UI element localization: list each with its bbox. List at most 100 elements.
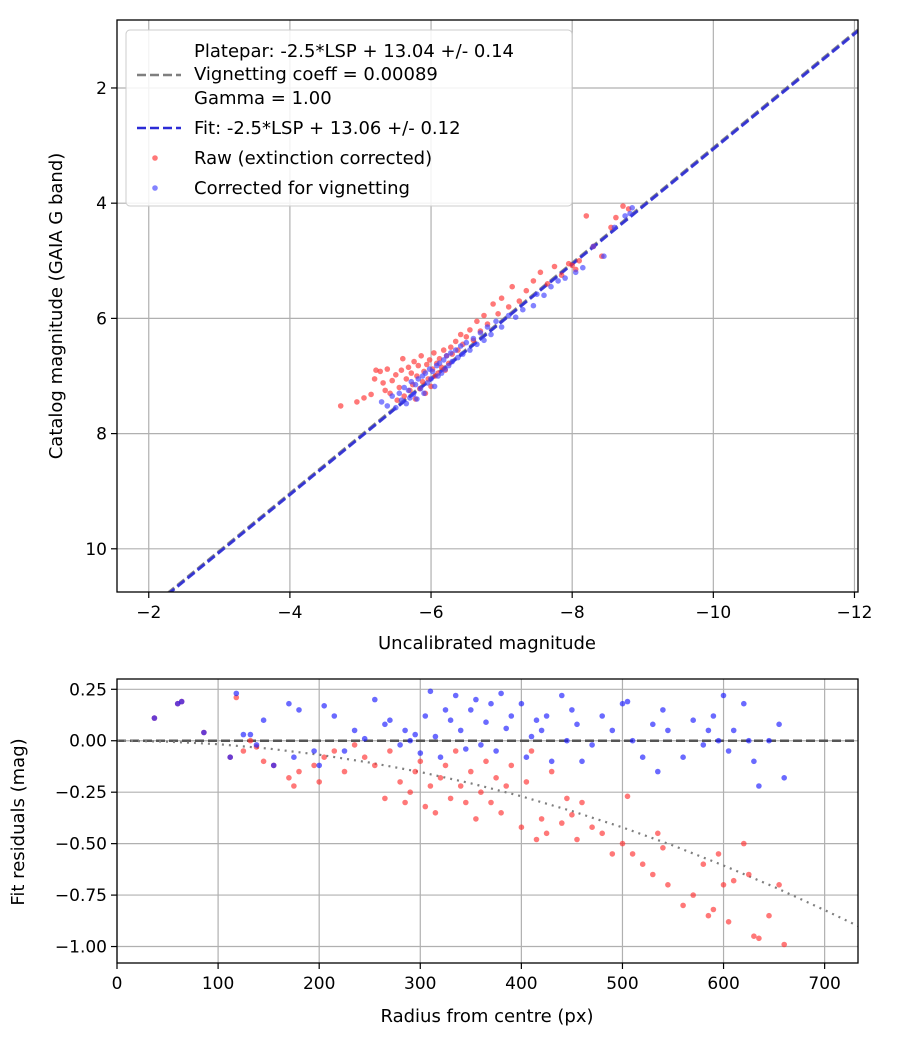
calibration-raw-point [337,403,344,409]
residuals-raw-point [432,810,439,816]
residuals-corrected-point [574,721,580,728]
calibration-raw-point [551,263,558,270]
residuals-raw-point [247,737,254,744]
residuals-corrected-point [311,748,317,754]
residuals-corrected-point [351,727,358,734]
calibration-raw-point [583,213,590,219]
calibration-corrected-point [422,370,429,376]
residuals-raw-point [564,795,570,802]
calibration-y-axis-label: Catalog magnitude (GAIA G band) [46,153,67,460]
calibration-raw-point [380,380,386,386]
residuals-plot-frame [116,678,859,964]
residuals-raw-point [589,824,595,830]
calibration-raw-point [530,278,537,284]
residuals-corrected-point [650,721,656,728]
residuals-raw-point [533,836,540,843]
calibration-corrected-point [421,390,427,397]
calibration-raw-point [576,258,582,264]
calibration-y-tick-label: 10 [85,540,107,560]
calibration-corrected-point [484,324,491,330]
calibration-corrected-point [440,357,447,363]
calibration-corrected-point [398,397,405,404]
legend-entry-vignetting: Vignetting coeff = 0.00089 [194,64,438,85]
calibration-y-tick-label: 2 [96,79,107,99]
residuals-corrected-point [321,703,328,709]
legend-entry-raw: Raw (extinction corrected) [194,148,432,169]
residuals-corrected-point [503,725,510,732]
residuals-corrected-point [680,754,686,760]
residuals-corrected-point [412,731,419,738]
calibration-corrected-point [498,324,505,330]
residuals-corrected-point [382,721,388,728]
residuals-corrected-point [751,758,757,765]
residuals-corrected-point [523,754,530,760]
residuals-corrected-point [665,727,671,734]
residuals-y-tick-label: 0.00 [69,732,107,752]
residuals-corrected-point [341,748,348,754]
residuals-y-tick-label: −0.25 [55,783,107,803]
residuals-raw-point [776,882,782,888]
residuals-corrected-point [569,707,575,713]
residuals-corrected-point [538,727,545,734]
calibration-points [337,203,635,411]
residuals-corrected-point [619,700,626,707]
residuals-raw-point [316,779,323,785]
residuals-x-tick-label: 300 [404,974,436,994]
residuals-raw-point [629,851,636,857]
residuals-corrected-point [741,700,747,707]
residuals-corrected-point [766,737,772,744]
calibration-corrected-point [470,335,477,342]
calibration-raw-point [368,391,374,398]
residuals-raw-point [781,941,787,948]
residuals-raw-point [690,892,696,898]
residuals-raw-point [715,851,722,857]
residuals-raw-point [574,836,580,843]
calibration-corrected-point [629,205,635,211]
calibration-ticks: −2 −4 −6 −8 −10 −12 2 4 6 8 10 [85,79,872,623]
residuals-raw-point [599,830,605,837]
calibration-raw-point [418,353,425,359]
calibration-raw-point [408,370,415,376]
residuals-raw-point [655,830,661,837]
legend: Platepar: -2.5*LSP + 13.04 +/- 0.14 Vign… [125,29,573,207]
residuals-corrected-point [690,717,696,723]
residuals-corrected-point [543,713,550,719]
legend-entry-fit: Fit: -2.5*LSP + 13.06 +/- 0.12 [194,118,461,139]
calibration-corrected-point [572,269,579,276]
residuals-corrected-point [518,700,525,707]
residuals-corrected-point [402,727,408,734]
residuals-corrected-point [700,742,707,748]
residuals-raw-point [382,795,388,802]
residuals-corrected-point [483,719,489,725]
residuals-raw-point [240,748,247,754]
residuals-raw-point [291,783,297,789]
residuals-points [151,688,787,948]
residuals-corrected-point [660,707,666,713]
residuals-x-axis-label: Radius from centre (px) [380,1006,593,1027]
calibration-raw-point [389,377,396,384]
calibration-corrected-point [512,314,519,321]
calibration-corrected-point [438,370,445,376]
calibration-corrected-point [505,312,512,319]
residuals-corrected-point [599,713,605,719]
residuals-corrected-point [417,750,424,756]
residuals-raw-point [756,935,762,942]
residuals-raw-point [447,795,454,802]
residuals-corrected-point [508,713,515,719]
residuals-raw-point [427,783,434,789]
residuals-corrected-point [247,731,254,738]
residuals-corrected-point [452,692,459,699]
residuals-corrected-point [316,762,323,769]
residuals-corrected-point [387,717,393,723]
residuals-corrected-point [286,700,292,707]
residuals-raw-point [483,758,489,765]
calibration-corrected-point [403,400,410,407]
residuals-raw-point [751,933,757,939]
residuals-raw-point [372,762,378,769]
residuals-raw-point [402,799,408,806]
residuals-corrected-point [710,713,717,719]
residuals-corrected-point [253,742,260,748]
calibration-corrected-point [555,278,561,284]
calibration-corrected-point [442,366,449,372]
calibration-corrected-point [463,339,470,346]
